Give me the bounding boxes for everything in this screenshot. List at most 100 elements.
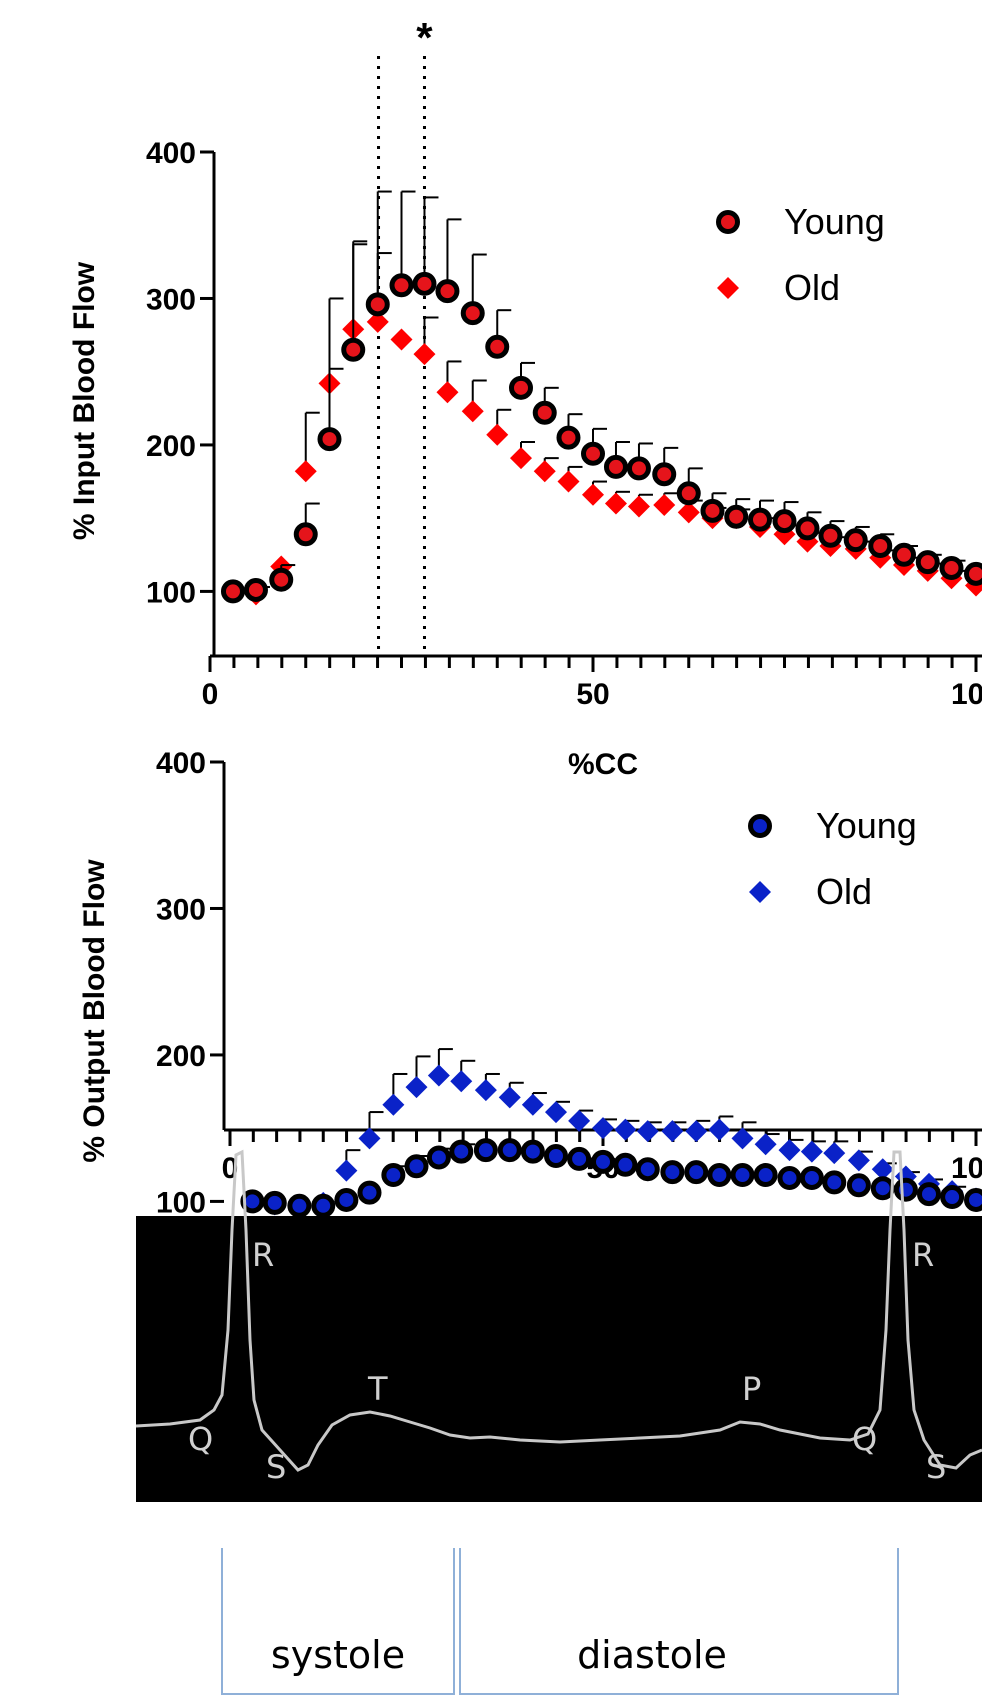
x-tick-label: 0: [202, 678, 219, 711]
data-point: [294, 460, 317, 483]
data-point: [939, 555, 964, 580]
legend-label-young: Young: [784, 201, 885, 242]
legend-label-old: Old: [784, 267, 840, 308]
legend-marker: [749, 881, 771, 903]
data-point: [747, 507, 772, 532]
data-point: [822, 1170, 847, 1195]
ecg-background: [136, 1216, 982, 1502]
ecg-label-p: P: [742, 1370, 761, 1408]
y-axis-label: % Output Blood Flow: [78, 859, 111, 1163]
data-point: [220, 579, 245, 604]
data-point: [450, 1070, 473, 1093]
y-tick-label: 300: [156, 893, 206, 926]
data-point: [684, 1160, 709, 1185]
data-point: [413, 343, 436, 366]
data-point: [498, 1086, 521, 1109]
data-point: [485, 334, 510, 359]
ecg-panel: R Q S T P R Q S: [135, 1149, 982, 1502]
data-point: [311, 1193, 336, 1218]
data-point: [604, 492, 627, 515]
chart-title: %CC: [568, 748, 638, 781]
data-point: [870, 1176, 895, 1201]
y-tick-label: 100: [146, 576, 196, 609]
data-point: [800, 1140, 823, 1163]
data-point: [627, 495, 650, 518]
legend-label-young: Young: [816, 805, 917, 846]
legend: Young Old: [716, 201, 885, 308]
y-tick-label: 400: [156, 747, 206, 780]
data-point: [533, 460, 556, 483]
ecg-label-q2: Q: [852, 1420, 877, 1458]
data-point: [823, 1142, 846, 1165]
x-tick-label: 50: [576, 678, 609, 711]
data-layer: [240, 1048, 982, 1222]
data-point: [405, 1076, 428, 1099]
legend-marker: [716, 210, 740, 234]
data-point: [676, 481, 701, 506]
diastole-bracket: [459, 1548, 899, 1695]
data-point: [917, 1182, 942, 1207]
x-tick-label: 100: [951, 678, 982, 711]
data-point: [334, 1187, 359, 1212]
legend-label-old: Old: [816, 871, 872, 912]
output-blood-flow-chart: 100200300400050100% Output Blood Flow%CC…: [78, 747, 982, 1222]
data-point: [700, 498, 725, 523]
ecg-label-r1: R: [252, 1236, 274, 1274]
data-point: [426, 1145, 451, 1170]
data-point: [365, 292, 390, 317]
data-point: [544, 1144, 569, 1169]
data-point: [799, 1165, 824, 1190]
ecg-label-r2: R: [912, 1236, 934, 1274]
data-point: [581, 441, 605, 466]
series-old: [221, 240, 982, 606]
data-point: [341, 337, 366, 362]
data-point: [521, 1093, 544, 1116]
data-point: [357, 1180, 382, 1205]
data-point: [964, 561, 982, 586]
legend: Young Old: [748, 805, 917, 912]
data-point: [293, 522, 318, 547]
data-point: [508, 375, 533, 400]
data-point: [532, 400, 557, 425]
data-point: [436, 381, 459, 404]
data-point: [652, 462, 677, 487]
data-point: [486, 423, 509, 446]
data-point: [940, 1185, 965, 1210]
data-point: [846, 1173, 871, 1198]
data-point: [591, 1149, 615, 1174]
data-point: [660, 1160, 685, 1185]
data-point: [868, 534, 893, 559]
data-point: [731, 1127, 754, 1150]
data-point: [390, 328, 413, 351]
data-point: [582, 483, 604, 506]
data-point: [893, 1177, 918, 1202]
data-point: [772, 509, 797, 534]
data-point: [366, 310, 389, 333]
data-point: [412, 271, 437, 296]
data-point: [592, 1117, 614, 1140]
data-point: [568, 1109, 591, 1132]
data-point: [335, 1159, 358, 1182]
data-point: [754, 1133, 777, 1156]
data-point: [449, 1139, 474, 1164]
data-point: [626, 456, 651, 481]
data-point: [567, 1146, 592, 1171]
series-young: [220, 190, 982, 604]
data-point: [777, 1165, 802, 1190]
data-point: [818, 523, 843, 548]
data-point: [778, 1139, 801, 1162]
data-point: [473, 1138, 498, 1163]
data-point: [730, 1163, 755, 1188]
y-tick-label: 200: [146, 430, 196, 463]
series-young: [240, 1138, 982, 1218]
data-point: [461, 400, 484, 423]
ecg-label-s1: S: [266, 1448, 286, 1486]
data-point: [661, 1120, 684, 1143]
data-point: [677, 501, 700, 524]
data-point: [891, 542, 916, 567]
ecg-label-t: T: [367, 1370, 388, 1408]
data-point: [613, 1152, 638, 1177]
data-point: [847, 1149, 870, 1172]
data-point: [708, 1118, 731, 1141]
systole-label: systole: [271, 1633, 405, 1677]
